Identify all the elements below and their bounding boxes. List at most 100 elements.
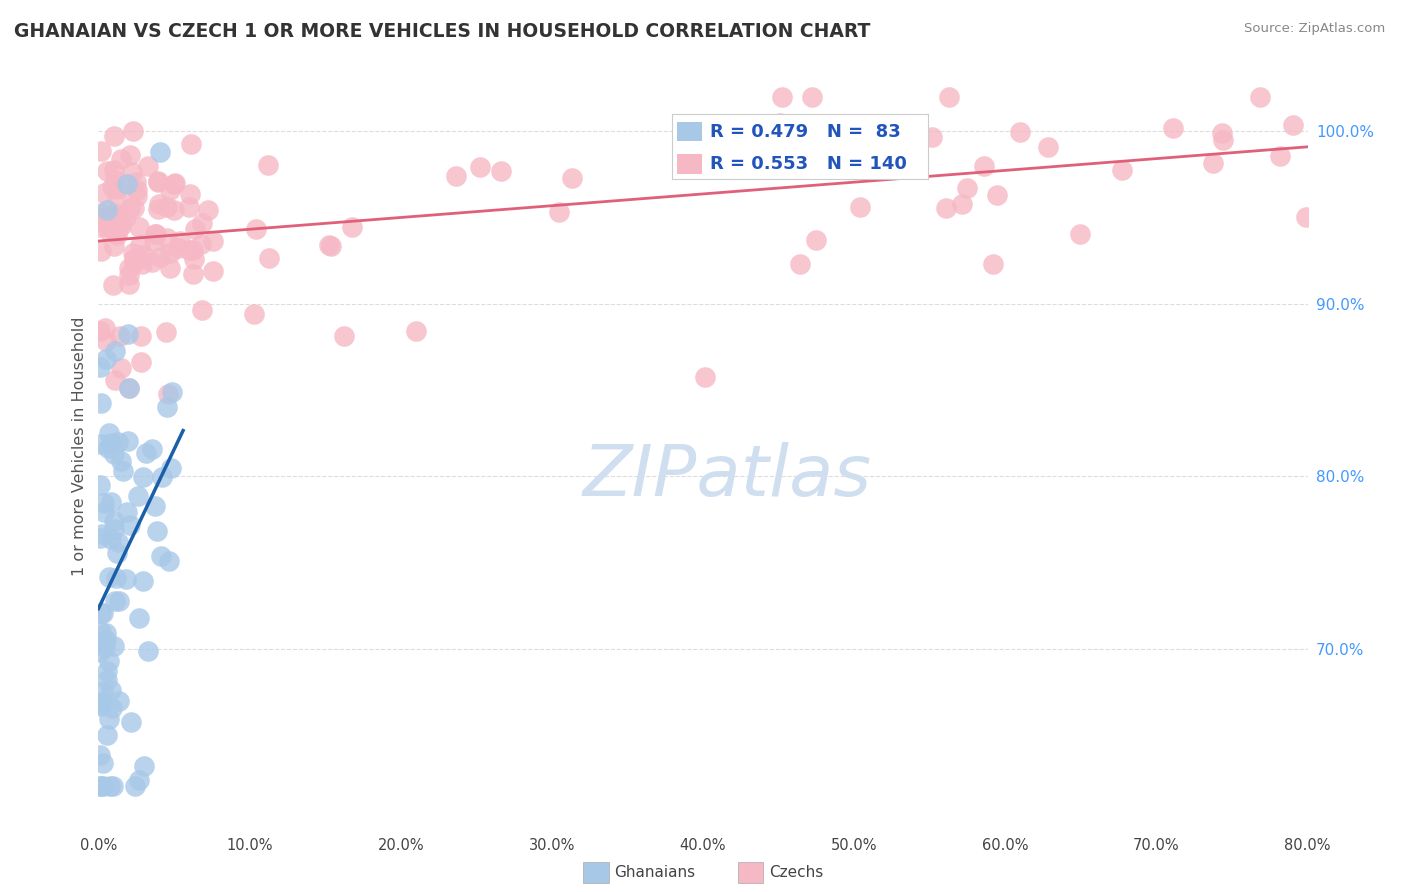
Point [93,211,115,226]
Point [148,197,170,211]
Point [128,772,150,787]
Point [112,464,135,478]
Point [118,381,141,395]
Point [1069,227,1091,242]
Point [103,373,125,387]
Text: R = 0.553   N = 140: R = 0.553 N = 140 [710,155,907,173]
Point [104,593,127,607]
Point [96,164,118,178]
Point [103,640,125,654]
Point [183,252,205,267]
Point [103,277,125,292]
Point [145,227,167,241]
Point [149,145,172,159]
Point [96,728,118,742]
Point [156,401,179,415]
Point [342,219,364,234]
Point [91,756,114,770]
Point [132,248,155,262]
Point [245,222,267,236]
Text: R = 0.479   N =  83: R = 0.479 N = 83 [710,122,901,141]
Point [444,169,467,183]
Point [132,470,155,484]
Point [548,205,571,219]
Point [150,549,173,563]
Point [763,158,786,172]
Point [90,699,112,714]
Point [127,188,149,202]
Point [97,442,120,456]
Point [956,181,979,195]
Point [98,712,121,726]
Point [104,217,127,231]
Point [692,131,714,145]
Point [156,200,179,214]
Point [103,238,125,252]
Point [128,611,150,625]
Point [89,359,111,374]
Point [104,344,127,359]
Point [1008,125,1031,139]
Point [243,308,266,322]
Point [159,460,181,475]
Point [104,173,127,187]
Point [125,175,148,189]
Point [97,654,120,668]
Point [157,554,180,568]
Point [118,201,141,215]
Point [333,329,356,343]
Point [921,129,943,144]
Point [131,257,153,271]
Point [107,694,129,708]
Point [105,228,128,243]
Point [935,201,957,215]
Bar [676,121,702,141]
Point [1212,133,1234,147]
Point [89,324,111,338]
Point [115,177,138,191]
Point [94,334,117,348]
Point [93,186,115,201]
Point [769,116,792,130]
Point [96,673,118,687]
Point [103,163,125,178]
Point [93,496,115,510]
Point [118,260,141,275]
Point [93,505,115,519]
Point [135,446,157,460]
Point [89,697,111,711]
Point [108,220,131,235]
Point [110,210,132,224]
Point [1295,210,1317,224]
Point [950,197,973,211]
Point [103,514,125,528]
Point [197,202,219,217]
Point [117,327,139,342]
Point [89,531,111,545]
Point [98,425,121,440]
Point [107,435,129,450]
Point [319,239,342,253]
Text: Czechs: Czechs [769,865,824,880]
Point [125,183,148,197]
Point [257,158,280,172]
Point [129,329,152,343]
Point [100,220,122,235]
Point [491,164,513,178]
Point [103,206,125,220]
Point [94,352,117,367]
Point [257,251,280,265]
Point [180,136,202,151]
Text: GHANAIAN VS CZECH 1 OR MORE VEHICLES IN HOUSEHOLD CORRELATION CHART: GHANAIAN VS CZECH 1 OR MORE VEHICLES IN … [14,22,870,41]
Point [162,177,184,191]
Point [90,436,112,450]
Point [156,231,179,245]
Point [98,208,121,222]
Point [159,261,181,276]
Point [117,434,139,448]
Point [89,478,111,492]
Point [91,780,114,794]
Point [789,257,811,271]
Point [405,324,427,338]
Point [96,664,118,678]
